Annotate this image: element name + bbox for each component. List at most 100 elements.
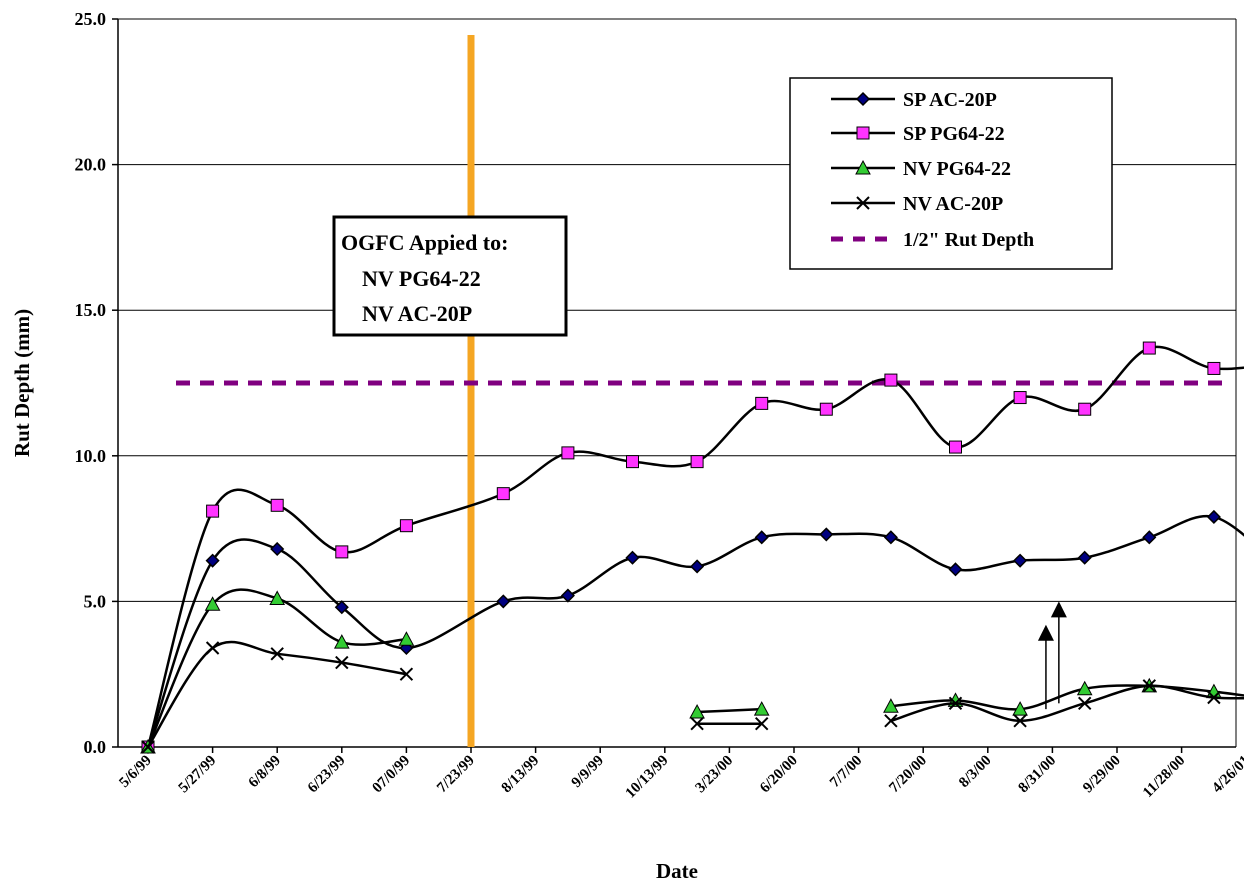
- x-tick-label: 07/0/99: [369, 753, 413, 797]
- data-point: [626, 455, 639, 469]
- data-point: [1142, 679, 1157, 693]
- legend-marker: [855, 91, 871, 107]
- legend-box: [789, 77, 1113, 270]
- y-tick-label: 25.0: [75, 9, 107, 29]
- data-point: [1077, 550, 1092, 565]
- data-point: [270, 498, 284, 512]
- annotation-box: [332, 215, 568, 337]
- series-layer: [140, 341, 1244, 755]
- data-point: [335, 655, 349, 670]
- y-axis-ticks: 0.0 5.0 10.0 15.0 20.0 25.0: [75, 9, 118, 757]
- data-point: [949, 440, 962, 454]
- x-tick-label: 7/23/99: [434, 753, 478, 797]
- x-tick-label: 9/9/99: [569, 753, 607, 791]
- data-point: [690, 559, 705, 574]
- x-axis-ticks: 5/6/99 5/27/99 6/8/99 6/23/99 07/0/99 7/23/99…: [116, 747, 1244, 802]
- legend: SP AC-20P SP PG64-22 NV PG64-22 NV AC-20P 1/…: [789, 77, 1113, 270]
- series-sp-pg64-22: [141, 341, 1244, 754]
- data-point: [883, 530, 898, 545]
- series-nv-ac-20p: [141, 640, 1244, 754]
- data-point: [625, 550, 640, 565]
- legend-label: NV PG64-22: [903, 158, 1011, 180]
- data-point: [819, 527, 834, 542]
- y-axis-title: Rut Depth (mm): [10, 309, 34, 457]
- y-tick-label: 20.0: [75, 155, 107, 175]
- legend-label: SP AC-20P: [903, 89, 997, 111]
- legend-label: 1/2" Rut Depth: [903, 229, 1034, 251]
- legend-label: SP PG64-22: [903, 123, 1005, 145]
- data-point: [689, 704, 705, 719]
- data-point: [754, 716, 769, 731]
- data-point: [335, 545, 349, 559]
- data-point: [884, 373, 898, 387]
- y-tick-label: 0.0: [84, 737, 107, 757]
- data-point: [141, 740, 155, 754]
- data-point: [690, 455, 704, 469]
- data-point: [270, 647, 284, 661]
- x-tick-label: 5/27/99: [176, 753, 220, 797]
- x-tick-label: 10/13/99: [623, 753, 672, 802]
- x-tick-label: 8/31/00: [1015, 753, 1059, 797]
- legend-marker: [856, 126, 870, 140]
- x-tick-label: 8/3/00: [956, 753, 994, 791]
- data-point: [561, 446, 575, 460]
- gridlines: [118, 18, 1236, 602]
- arrow-head: [1037, 624, 1054, 641]
- x-tick-label: 6/20/00: [757, 753, 801, 797]
- data-point: [398, 631, 415, 646]
- data-point: [496, 487, 510, 501]
- arrow-head: [1050, 601, 1067, 618]
- data-point: [206, 504, 220, 518]
- data-point: [1078, 402, 1092, 416]
- y-tick-label: 5.0: [84, 591, 107, 611]
- data-point: [1013, 553, 1028, 568]
- data-point: [560, 588, 575, 603]
- data-point: [334, 600, 349, 615]
- x-tick-label: 4/26/01: [1209, 753, 1244, 797]
- data-point: [1206, 509, 1221, 525]
- data-point: [1077, 696, 1092, 711]
- data-point: [399, 667, 414, 681]
- x-tick-label: 7/7/00: [827, 753, 865, 791]
- data-point: [755, 396, 769, 410]
- y-tick-label: 10.0: [75, 446, 107, 466]
- data-point: [1207, 361, 1221, 375]
- data-point: [1013, 714, 1027, 728]
- data-point: [948, 696, 963, 711]
- data-point: [1207, 690, 1221, 705]
- annotation-line: NV AC-20P: [362, 301, 472, 326]
- annotation-line: OGFC Appied to:: [341, 230, 508, 255]
- data-point: [204, 596, 221, 611]
- legend-marker: [856, 196, 870, 210]
- data-point: [333, 634, 350, 649]
- data-point: [496, 594, 511, 609]
- data-point: [819, 402, 833, 416]
- x-tick-label: 7/20/00: [886, 753, 930, 797]
- data-point: [883, 698, 899, 713]
- annotation-line: NV PG64-22: [362, 266, 481, 291]
- x-tick-label: 3/23/00: [692, 753, 736, 797]
- data-point: [884, 714, 898, 728]
- x-tick-label: 8/13/99: [499, 753, 543, 797]
- data-point: [205, 553, 220, 568]
- x-tick-label: 6/8/99: [246, 753, 284, 791]
- data-point: [269, 590, 286, 605]
- data-point: [205, 641, 220, 655]
- legend-label: NV AC-20P: [903, 193, 1003, 215]
- data-point: [1012, 701, 1028, 716]
- data-point: [1013, 391, 1027, 405]
- event-annotation: OGFC Appied to: NV PG64-22 NV AC-20P: [332, 215, 568, 337]
- data-point: [1076, 680, 1093, 696]
- data-point: [399, 519, 413, 533]
- data-point: [1142, 341, 1156, 355]
- x-tick-label: 9/29/00: [1080, 753, 1124, 797]
- data-point: [690, 716, 704, 731]
- x-axis-title: Date: [656, 859, 698, 883]
- arrows-layer: [1037, 601, 1067, 710]
- data-point: [270, 541, 285, 557]
- legend-marker: [855, 159, 871, 175]
- x-tick-label: 11/28/00: [1140, 753, 1188, 801]
- x-tick-label: 6/23/99: [305, 753, 349, 797]
- data-point: [754, 530, 769, 545]
